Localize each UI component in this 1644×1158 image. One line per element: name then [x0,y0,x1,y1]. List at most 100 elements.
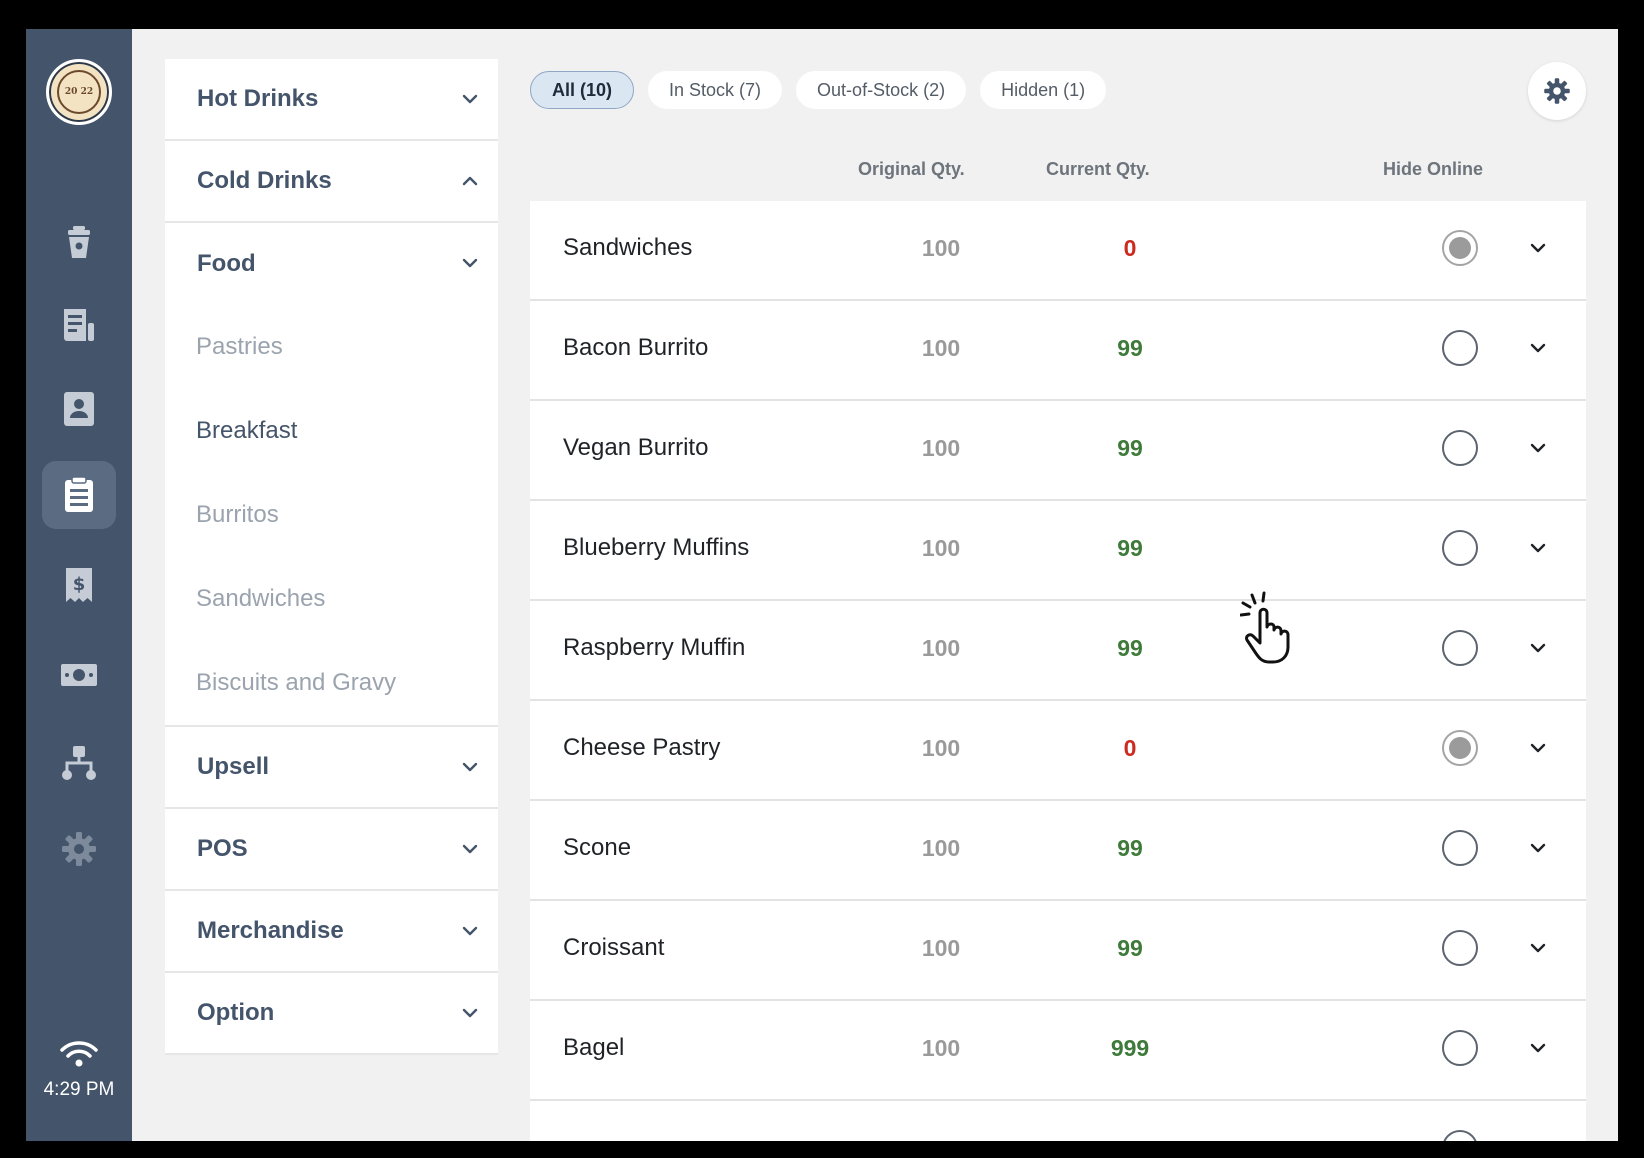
chevron-down-icon[interactable] [1528,838,1548,858]
original-qty: 100 [921,1035,961,1061]
original-qty: 100 [921,735,961,761]
chevron-down-icon[interactable] [1528,538,1548,558]
nav-sales[interactable]: $ [42,551,116,619]
chevron-down-icon [462,258,478,268]
hide-online-radio[interactable] [1442,830,1478,866]
subcategory-breakfast[interactable]: Breakfast [196,417,298,444]
filter-all[interactable]: All (10) [530,71,635,109]
header-hide-online: Hide Online [1383,159,1484,179]
chevron-down-icon [462,926,478,936]
table-row[interactable]: Raspberry Muffin 100 99 [530,601,1586,701]
header-current-qty: Current Qty. [1046,159,1150,179]
category-label: Cold Drinks [197,167,332,194]
hide-online-radio[interactable] [1442,1130,1478,1141]
table-row[interactable]: Cheese Pastry 100 0 [530,701,1586,801]
category-label: Upsell [197,753,270,780]
settings-button[interactable] [1528,62,1586,120]
subcategory-biscuits-and-gravy[interactable]: Biscuits and Gravy [196,669,397,696]
stock-filter-bar: All (10) In Stock (7) Out-of-Stock (2) H… [530,71,1107,111]
hide-online-radio[interactable] [1442,1030,1478,1066]
category-hot-drinks[interactable]: Hot Drinks [165,59,498,141]
logo-year: 20 22 [57,70,101,114]
table-row[interactable]: Vegan Burrito 100 99 [530,401,1586,501]
table-row[interactable]: Bagel 100 999 [530,1001,1586,1101]
hide-online-radio[interactable] [1442,530,1478,566]
brand-logo[interactable]: 20 22 [46,59,112,125]
chevron-down-icon[interactable] [1528,238,1548,258]
nav-locations[interactable] [42,729,116,797]
category-cold-drinks[interactable]: Cold Drinks [165,141,498,223]
subcategory-burritos[interactable]: Burritos [196,501,279,528]
current-qty[interactable]: 0 [1123,235,1137,261]
chevron-down-icon[interactable] [1528,1038,1548,1058]
hide-online-radio[interactable] [1442,430,1478,466]
nav-inventory[interactable] [42,461,116,529]
nav-settings[interactable] [42,815,116,883]
category-pos[interactable]: POS [165,809,498,891]
category-food[interactable]: Food [165,223,498,305]
hide-online-radio[interactable] [1442,630,1478,666]
clipboard-icon [65,476,93,512]
item-name: Scone [563,834,632,861]
money-icon [61,664,97,686]
item-name: Sandwiches [563,234,693,261]
chevron-up-icon [462,176,478,186]
filter-in-stock[interactable]: In Stock (7) [648,71,783,109]
current-qty[interactable]: 99 [1117,635,1143,661]
chevron-down-icon [462,94,478,104]
table-row[interactable]: Bacon Burrito 100 99 [530,301,1586,401]
current-qty[interactable]: 999 [1110,1035,1150,1061]
item-name: Cheese Pastry [563,734,721,761]
chevron-down-icon[interactable] [1528,338,1548,358]
table-header: Original Qty. Current Qty. Hide Online [530,151,1586,195]
app-screen: 20 22 [26,29,1618,1141]
chevron-down-icon[interactable] [1528,738,1548,758]
current-qty[interactable]: 0 [1123,735,1137,761]
svg-text:$: $ [73,574,86,595]
category-label: POS [197,835,248,862]
chevron-down-icon [462,844,478,854]
current-qty[interactable]: 99 [1117,435,1143,461]
item-name: Bacon Burrito [563,334,709,361]
original-qty: 100 [921,335,961,361]
chevron-down-icon[interactable] [1528,638,1548,658]
hierarchy-icon [62,746,96,780]
nav-reports[interactable] [42,291,116,359]
category-option[interactable]: Option [165,973,498,1055]
original-qty: 100 [921,935,961,961]
hide-online-radio[interactable] [1442,730,1478,766]
hide-online-radio[interactable] [1442,230,1478,266]
original-qty: 100 [921,235,961,261]
subcategory-sandwiches[interactable]: Sandwiches [196,585,326,612]
filter-out-of-stock[interactable]: Out-of-Stock (2) [796,71,967,109]
hide-online-radio[interactable] [1442,330,1478,366]
chevron-down-icon[interactable] [1528,938,1548,958]
nav-rail: 20 22 [26,29,132,1141]
item-name: Bagel [563,1034,625,1061]
current-qty[interactable]: 99 [1117,935,1143,961]
nav-cash[interactable] [42,641,116,709]
current-qty[interactable]: 99 [1117,535,1143,561]
cup-icon [68,226,90,258]
category-merchandise[interactable]: Merchandise [165,891,498,973]
food-group: Food Pastries Breakfast Burritos Sandwic… [165,223,498,727]
category-label: Hot Drinks [197,85,319,112]
settings-icon [62,832,96,866]
table-row[interactable]: Croissant 100 99 [530,901,1586,1001]
category-upsell[interactable]: Upsell [165,727,498,809]
table-row[interactable] [530,1101,1586,1141]
item-name: Vegan Burrito [563,434,709,461]
chevron-down-icon [462,1008,478,1018]
nav-drinks[interactable] [42,209,116,277]
table-row[interactable]: Sandwiches 100 0 [530,201,1586,301]
subcategory-pastries[interactable]: Pastries [196,333,283,360]
nav-customers[interactable] [42,375,116,443]
table-row[interactable]: Blueberry Muffins 100 99 [530,501,1586,601]
table-row[interactable]: Scone 100 99 [530,801,1586,901]
hide-online-radio[interactable] [1442,930,1478,966]
item-name: Croissant [563,934,665,961]
current-qty[interactable]: 99 [1117,335,1143,361]
current-qty[interactable]: 99 [1117,835,1143,861]
chevron-down-icon[interactable] [1528,438,1548,458]
filter-hidden[interactable]: Hidden (1) [980,71,1107,109]
